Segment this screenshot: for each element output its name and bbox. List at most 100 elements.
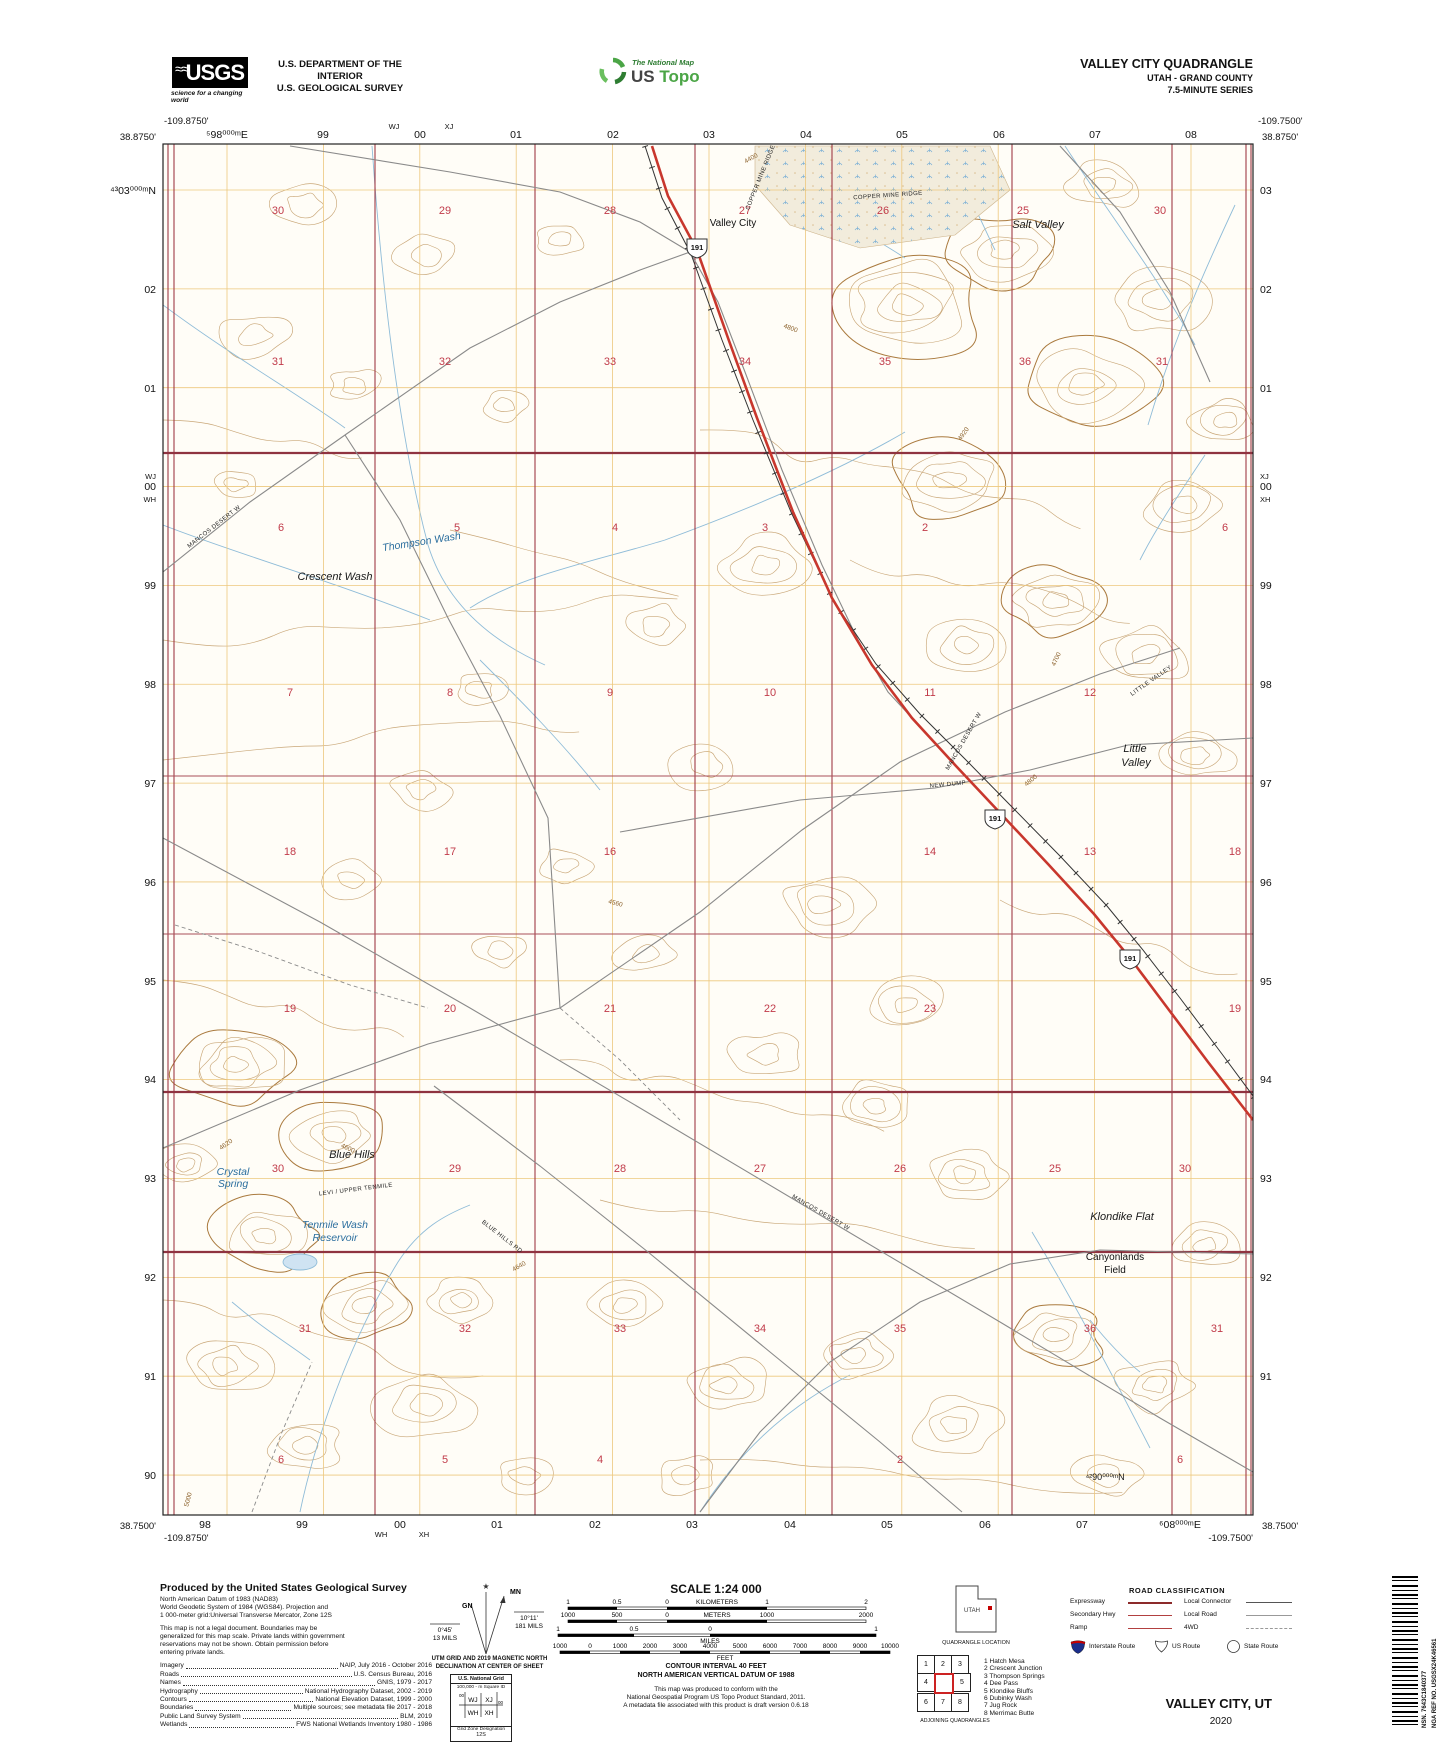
scale-tick: 6000 bbox=[763, 1643, 778, 1650]
road-class-title: ROAD CLASSIFICATION bbox=[1128, 1586, 1226, 1595]
map-label-sec: 4 bbox=[612, 522, 618, 534]
map-label-zone: WH bbox=[144, 495, 157, 504]
scale-tick: 2 bbox=[864, 1599, 868, 1606]
credits-source-row: Contours National Elevation Dataset, 1999… bbox=[160, 1696, 432, 1704]
dot-leader bbox=[181, 1671, 352, 1678]
map-label-ref: 94 bbox=[144, 1074, 156, 1086]
sheet-title: VALLEY CITY, UT bbox=[1165, 1696, 1272, 1711]
highway-191 bbox=[650, 145, 1253, 1121]
dot-leader bbox=[189, 1721, 295, 1728]
map-label-sec: 34 bbox=[754, 1323, 766, 1335]
map-label-cont: 5000 bbox=[183, 1491, 194, 1507]
map-label-road: NEW DUMP bbox=[929, 780, 966, 789]
map-label-sec: 20 bbox=[444, 1003, 456, 1015]
map-label-sec: 30 bbox=[1154, 205, 1166, 217]
map-label-sec: 25 bbox=[1049, 1163, 1061, 1175]
map-label-cont: 4800 bbox=[783, 323, 799, 335]
route-shield-191: 191 bbox=[984, 809, 1006, 830]
map-label-ref: 92 bbox=[1260, 1272, 1272, 1284]
dept-line1: U.S. DEPARTMENT OF THE INTERIOR bbox=[278, 59, 402, 82]
utm-grid bbox=[163, 144, 1253, 1515]
map-label-ref: 04 bbox=[784, 1519, 796, 1531]
credits-line: 1 000-meter grid:Universal Transverse Me… bbox=[160, 1612, 332, 1620]
map-label-sec: 6 bbox=[278, 522, 284, 534]
sheet-year: 2020 bbox=[1209, 1716, 1232, 1727]
map-label-ref: 98 bbox=[199, 1519, 211, 1531]
scale-unit: MILES bbox=[700, 1638, 720, 1645]
map-label-sec: 9 bbox=[607, 687, 613, 699]
map-label-place: Little bbox=[1123, 743, 1146, 755]
map-label-ref: 02 bbox=[589, 1519, 601, 1531]
mn-angle: 10°11' bbox=[520, 1614, 538, 1622]
source-key: Wetlands bbox=[160, 1721, 188, 1729]
source-value: NAIP, July 2016 - October 2016 bbox=[339, 1662, 432, 1670]
svg-text:191: 191 bbox=[691, 243, 704, 252]
scale-tick: 1 bbox=[765, 1599, 769, 1606]
quad-location-dot bbox=[988, 1606, 992, 1610]
map-label-place: Salt Valley bbox=[1012, 219, 1065, 231]
map-label-water: Tenmile Wash bbox=[302, 1219, 368, 1231]
map-label-ref: 04 bbox=[800, 129, 812, 141]
map-label-ref: 02 bbox=[1260, 284, 1272, 296]
map-label-sec: 27 bbox=[739, 205, 751, 217]
dept-line2: U.S. GEOLOGICAL SURVEY bbox=[276, 83, 404, 94]
map-label-sec: 12 bbox=[1084, 687, 1096, 699]
map-label-sec: 19 bbox=[284, 1003, 296, 1015]
map-label-zone: XJ bbox=[1260, 472, 1269, 481]
source-value: National Hydrography Dataset, 2002 - 201… bbox=[304, 1687, 432, 1695]
ramp-label: Ramp bbox=[1070, 1624, 1088, 1631]
scale-tick: 7000 bbox=[793, 1643, 808, 1650]
state-route-icon bbox=[1227, 1640, 1240, 1653]
railroad bbox=[644, 145, 1253, 1097]
map-label-ref: 00 bbox=[394, 1519, 406, 1531]
map-label-sec: 2 bbox=[897, 1454, 903, 1466]
declination-caption-2: DECLINATION AT CENTER OF SHEET bbox=[435, 1663, 544, 1670]
dot-leader bbox=[182, 1679, 376, 1686]
scale-tick: 1000 bbox=[613, 1643, 628, 1650]
map-label-sec: 17 bbox=[444, 846, 456, 858]
production-credits: Produced by the United States Geological… bbox=[160, 1582, 432, 1730]
map-label-ref: 92 bbox=[144, 1272, 156, 1284]
secondary-hwy-sample bbox=[1128, 1615, 1172, 1616]
map-label-sec: 33 bbox=[604, 356, 616, 368]
declination-caption: UTM GRID AND 2019 MAGNETIC NORTH DECLINA… bbox=[402, 1656, 577, 1671]
map-label-corner: 38.7500' bbox=[120, 1521, 156, 1532]
adjoining-quad-cell: 2 bbox=[934, 1655, 952, 1674]
usng-grid: 00 00 WJ XJ WH XH bbox=[459, 1692, 504, 1718]
map-label-ref: 99 bbox=[1260, 580, 1272, 592]
usng-zone: 12S bbox=[476, 1732, 486, 1738]
map-label-corner: 38.8750' bbox=[120, 132, 156, 143]
dot-leader bbox=[195, 1704, 292, 1711]
quad-title: VALLEY CITY QUADRANGLE bbox=[1080, 57, 1253, 71]
map-label-zone: WJ bbox=[389, 122, 400, 131]
map-label-sec: 13 bbox=[1084, 846, 1096, 858]
adjoining-quad-name: 3 Thompson Springs bbox=[984, 1672, 1045, 1680]
map-label-sec: 10 bbox=[764, 687, 776, 699]
barcode bbox=[1392, 1576, 1418, 1726]
credits-disclaimer: This map is not a legal document. Bounda… bbox=[160, 1625, 432, 1658]
interstate-route-label: Interstate Route bbox=[1089, 1643, 1136, 1650]
map-label-sec: 5 bbox=[454, 522, 460, 534]
source-key: Hydrography bbox=[160, 1687, 198, 1695]
map-label-water: Spring bbox=[218, 1178, 249, 1190]
map-label-ref: 94 bbox=[1260, 1074, 1272, 1086]
map-label-sec: 3 bbox=[762, 522, 768, 534]
local-road-sample bbox=[1246, 1615, 1292, 1616]
usng-sq-wh: WH bbox=[468, 1710, 479, 1717]
ramp-sample bbox=[1128, 1628, 1172, 1629]
scale-tick: 9000 bbox=[853, 1643, 868, 1650]
quad-subtitle: UTAH - GRAND COUNTY bbox=[1147, 73, 1253, 83]
map-label-sec: 30 bbox=[1179, 1163, 1191, 1175]
adjoining-quad-name: 4 Dee Pass bbox=[984, 1680, 1019, 1688]
map-label-pop: Valley City bbox=[710, 218, 757, 229]
map-label-ref: 99 bbox=[296, 1519, 308, 1531]
credits-source-row: Boundaries Multiple sources; see metadata… bbox=[160, 1704, 432, 1712]
map-label-corner: -109.8750' bbox=[164, 116, 209, 127]
usgs-tagline: science for a changing world bbox=[171, 90, 243, 104]
map-label-ref: 07 bbox=[1089, 129, 1101, 141]
secondary-hwy-label: Secondary Hwy bbox=[1070, 1611, 1116, 1618]
map-label-ref: 02 bbox=[144, 284, 156, 296]
declination-caption-1: UTM GRID AND 2019 MAGNETIC NORTH bbox=[431, 1656, 548, 1662]
